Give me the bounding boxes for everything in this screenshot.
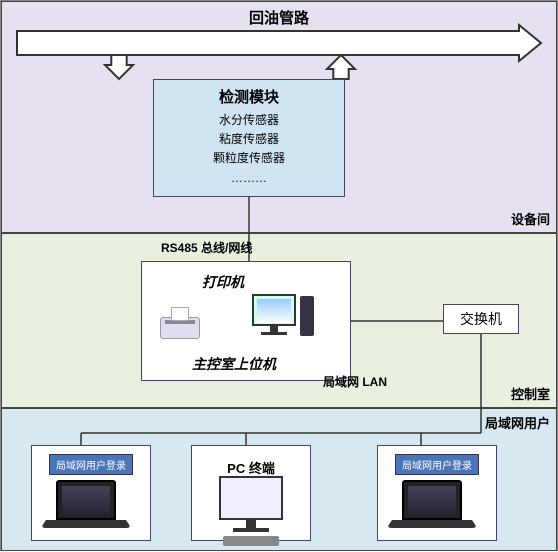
laptop-icon bbox=[402, 480, 472, 530]
user-box-left: 局域网用户登录 bbox=[31, 445, 151, 541]
detection-module-box: 检测模块 水分传感器 粘度传感器 颗粒度传感器 ……… bbox=[153, 79, 345, 197]
switch-label: 交换机 bbox=[460, 309, 502, 329]
zone-equipment-label: 设备间 bbox=[511, 209, 550, 228]
zone-users-label: 局域网用户 bbox=[485, 413, 550, 432]
zone-control-label: 控制室 bbox=[511, 384, 550, 403]
pipe-title: 回油管路 bbox=[249, 7, 309, 28]
user-left-banner: 局域网用户登录 bbox=[49, 454, 133, 475]
pc-terminal-label: PC 终端 bbox=[227, 458, 275, 477]
main-control-box: 打印机 主控室上位机 bbox=[141, 261, 351, 381]
user-box-right: 局域网用户登录 bbox=[377, 445, 497, 541]
rs485-label: RS485 总线/网线 bbox=[161, 239, 252, 256]
host-label: 主控室上位机 bbox=[192, 354, 276, 374]
host-pc-icon bbox=[252, 294, 296, 335]
monitor-icon bbox=[219, 476, 283, 546]
detection-module-title: 检测模块 bbox=[158, 86, 340, 107]
switch-box: 交换机 bbox=[443, 304, 519, 334]
user-box-mid: PC 终端 bbox=[191, 445, 311, 541]
user-right-banner: 局域网用户登录 bbox=[395, 454, 479, 475]
lan-label: 局域网 LAN bbox=[323, 373, 387, 390]
laptop-icon bbox=[56, 480, 126, 530]
sensor-line-2: 颗粒度传感器 bbox=[158, 149, 340, 168]
sensor-line-3: ……… bbox=[158, 169, 340, 188]
sensor-line-0: 水分传感器 bbox=[158, 111, 340, 130]
sensor-line-1: 粘度传感器 bbox=[158, 130, 340, 149]
printer-icon bbox=[160, 317, 200, 339]
printer-label: 打印机 bbox=[202, 272, 244, 292]
